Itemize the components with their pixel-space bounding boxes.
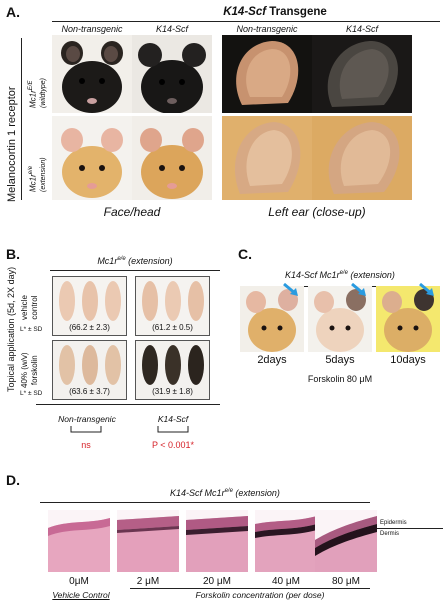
- panel-a-letter: A.: [6, 4, 20, 20]
- histology-2um: [117, 510, 179, 572]
- lstar-value-3: (63.6 ± 3.7): [69, 387, 110, 396]
- conc-label-80: 80 μM: [332, 576, 360, 587]
- panel-c-header: K14-Scf Mc1re/e (extension): [240, 270, 440, 280]
- photo-a-yellow-mouse-nontransgenic: [52, 116, 132, 200]
- photo-a-black-mouse-k14scf: [132, 35, 212, 113]
- histology-40um: [255, 510, 317, 572]
- panel-b-stat-right: P < 0.001*: [151, 440, 195, 450]
- panel-d-footer-vehicle: Vehicle Control: [52, 590, 110, 600]
- photo-a-black-mouse-nontransgenic: [52, 35, 132, 113]
- row2-allele: e/e: [28, 165, 34, 175]
- col-header-4: K14-Scf: [345, 24, 378, 34]
- panel-b-gene: Mc1r: [97, 256, 118, 266]
- histology-20um: [186, 510, 248, 572]
- row2-gene: Mc1r: [28, 174, 38, 192]
- photo-a-ear-k14scf-wt: [312, 35, 412, 113]
- panel-d-letter: D.: [6, 472, 20, 488]
- panel-b-stat-left: ns: [81, 440, 91, 450]
- panel-b-group-left: Non-transgenic: [58, 414, 116, 424]
- panel-a-footer-ear: Left ear (close-up): [268, 205, 366, 219]
- panel-b-side-label: Topical application (5d, 2X day): [6, 266, 16, 392]
- col-header-3: Non-transgenic: [236, 24, 298, 34]
- photo-c-2days: [240, 286, 304, 352]
- panel-b-genotype-suffix: (extension): [125, 256, 173, 266]
- lstar-value-4: (31.9 ± 1.8): [152, 387, 193, 396]
- panel-d-footer-rule: [130, 588, 370, 589]
- panel-b-allele: e/e: [117, 256, 126, 262]
- panel-b-header: Mc1re/e (extension): [50, 256, 220, 266]
- arrow-icon-10days: [419, 282, 434, 296]
- row1-allele: E/E: [28, 80, 34, 91]
- row1-genotype-label: Mc1rE/E (wildtype): [26, 78, 49, 108]
- panel-c-gene: K14-Scf Mc1r: [285, 270, 340, 280]
- panel-b-bracket-left: [70, 426, 102, 433]
- lstar-value-1: (66.2 ± 2.3): [69, 323, 110, 332]
- conc-label-40: 40 μM: [272, 576, 300, 587]
- photo-a-ear-k14scf-ext: [312, 116, 412, 200]
- panel-c-genotype-suffix: (extension): [347, 270, 395, 280]
- lstar-label-row1: L* ± SD: [20, 326, 43, 333]
- transgene-suffix: Transgene: [266, 6, 327, 18]
- row2-treatment-a: 40% (w/v): [20, 352, 29, 388]
- panel-d-footer-forskolin: Forskolin concentration (per dose): [195, 590, 325, 600]
- panel-a-header-rule: [52, 21, 440, 22]
- col-header-2: K14-Scf: [155, 24, 188, 34]
- day-label-5: 5days: [325, 354, 355, 366]
- row1-gene: Mc1r: [28, 90, 38, 108]
- panel-c-letter: C.: [238, 246, 252, 262]
- photo-a-ear-nontransgenic-ext: [222, 116, 312, 200]
- row2-type: (extension): [39, 157, 47, 192]
- panel-b-bracket-right: [157, 426, 189, 433]
- panel-a-side-label: Melanocortin 1 receptor: [6, 86, 18, 202]
- panel-d-header: K14-Scf Mc1re/e (extension): [120, 488, 330, 498]
- panel-d-gene: K14-Scf Mc1r: [170, 488, 225, 498]
- panel-a-side-rule: [21, 38, 22, 200]
- photo-b-forskolin-k14scf: (31.9 ± 1.8): [135, 340, 210, 400]
- panel-a-footer-face: Face/head: [103, 205, 161, 219]
- row2-treatment-b: forskolin: [30, 355, 39, 386]
- layer-divider: [377, 528, 443, 529]
- panel-b-row2-label: 40% (w/v) forskolin: [20, 352, 40, 388]
- row1-type: (wildtype): [39, 78, 47, 108]
- histology-80um: [315, 510, 377, 572]
- conc-label-2: 2 μM: [136, 576, 160, 587]
- panel-b-row1-label: vehicle control: [20, 295, 40, 320]
- conc-label-20: 20 μM: [203, 576, 231, 587]
- photo-b-forskolin-nontransgenic: (63.6 ± 3.7): [52, 340, 127, 400]
- panel-b-letter: B.: [6, 246, 20, 262]
- layer-label-epidermis: Epidermis: [380, 520, 407, 526]
- panel-b-header-rule: [50, 270, 220, 271]
- arrow-icon-5days: [351, 282, 366, 296]
- col-header-1: Non-transgenic: [61, 24, 123, 34]
- lstar-label-row2: L* ± SD: [20, 390, 43, 397]
- photo-a-yellow-mouse-k14scf: [132, 116, 212, 200]
- panel-b-group-right: K14-Scf: [157, 414, 189, 424]
- transgene-name: K14-Scf: [223, 6, 267, 18]
- photo-a-ear-nontransgenic-wt: [222, 35, 312, 113]
- panel-d-genotype-suffix: (extension): [232, 488, 280, 498]
- histology-0um: [48, 510, 110, 572]
- row2-genotype-label: Mc1re/e (extension): [26, 157, 49, 192]
- panel-c-caption: Forskolin 80 μM: [307, 374, 373, 384]
- photo-c-10days: [376, 286, 440, 352]
- panel-d-header-rule: [40, 502, 370, 503]
- day-label-2: 2days: [257, 354, 287, 366]
- conc-label-0: 0μM: [69, 576, 89, 587]
- layer-label-dermis: Dermis: [380, 531, 399, 537]
- photo-b-vehicle-k14scf: (61.2 ± 0.5): [135, 276, 210, 336]
- panel-c-allele: e/e: [339, 270, 348, 276]
- lstar-value-2: (61.2 ± 0.5): [152, 323, 193, 332]
- panel-b-bottom-rule: [36, 404, 220, 405]
- photo-b-vehicle-nontransgenic: (66.2 ± 2.3): [52, 276, 127, 336]
- panel-a-transgene-title: K14-Scf Transgene: [110, 6, 440, 18]
- row1-treatment-b: control: [30, 295, 39, 320]
- photo-c-5days: [308, 286, 372, 352]
- arrow-icon-2days: [283, 282, 298, 296]
- panel-d-allele: e/e: [224, 488, 233, 494]
- row1-treatment-a: vehicle: [20, 295, 29, 320]
- day-label-10: 10days: [390, 354, 426, 366]
